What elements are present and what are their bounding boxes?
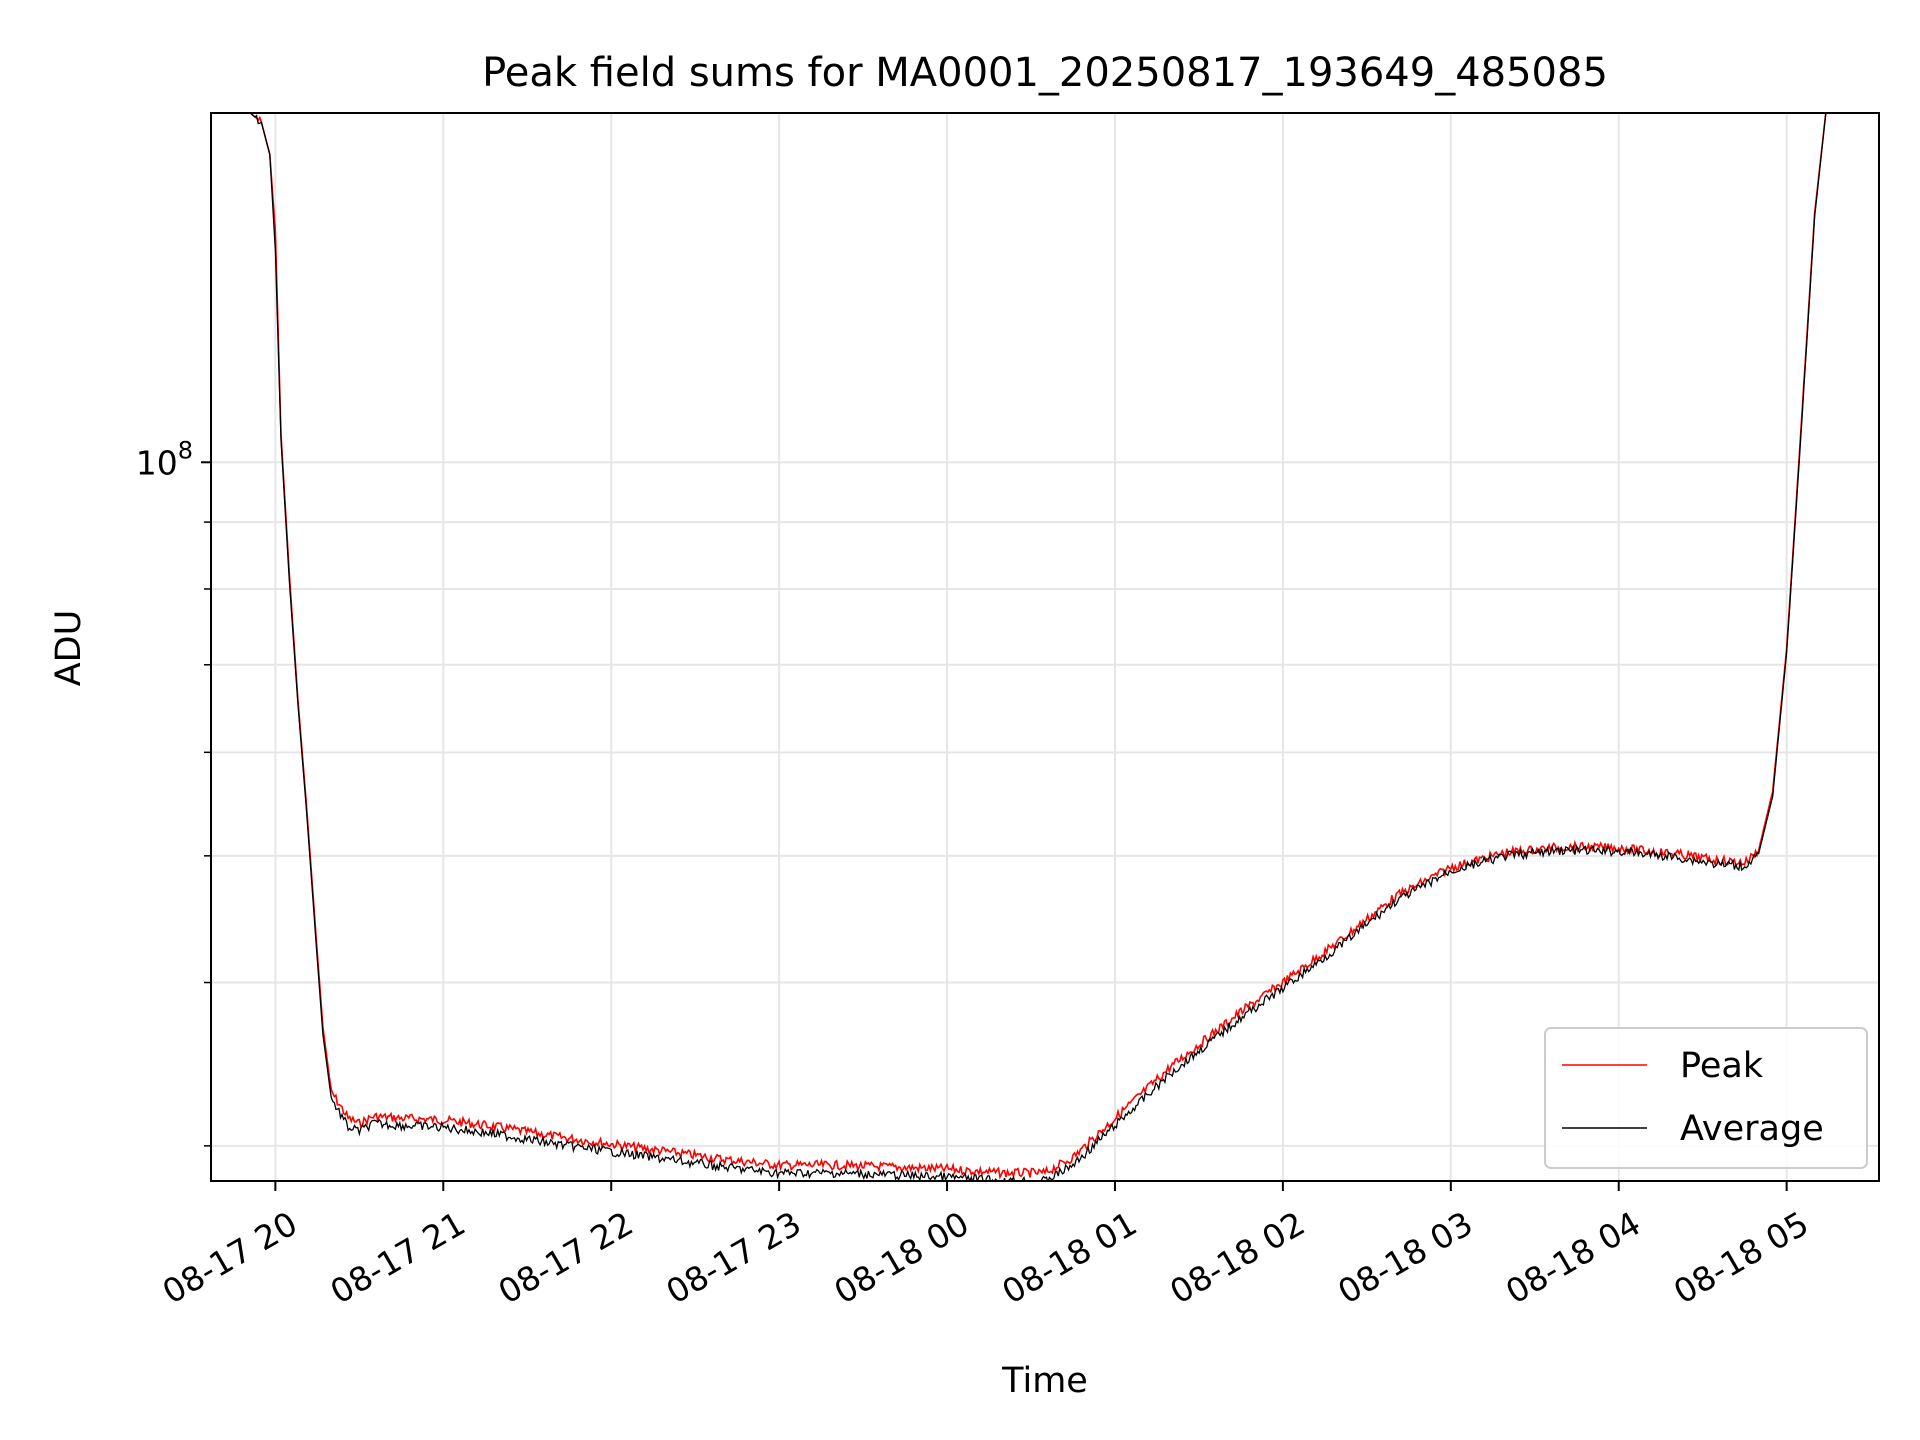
grid <box>211 113 1879 1181</box>
legend-label-peak: Peak <box>1680 1046 1764 1086</box>
chart-title: Peak field sums for MA0001_20250817_1936… <box>482 50 1608 96</box>
y-tick-label: 108 <box>136 436 193 482</box>
legend-label-average: Average <box>1680 1109 1824 1149</box>
legend-box <box>1544 1027 1868 1169</box>
series-line-peak <box>211 113 1879 1180</box>
legend: Peak Average <box>1544 1027 1868 1169</box>
plot-frame <box>210 112 1880 1182</box>
y-axis-label: ADU <box>49 610 89 687</box>
series-line-average <box>211 113 1879 1181</box>
x-axis-label: Time <box>1001 1361 1088 1401</box>
series-layer <box>211 113 1879 1181</box>
